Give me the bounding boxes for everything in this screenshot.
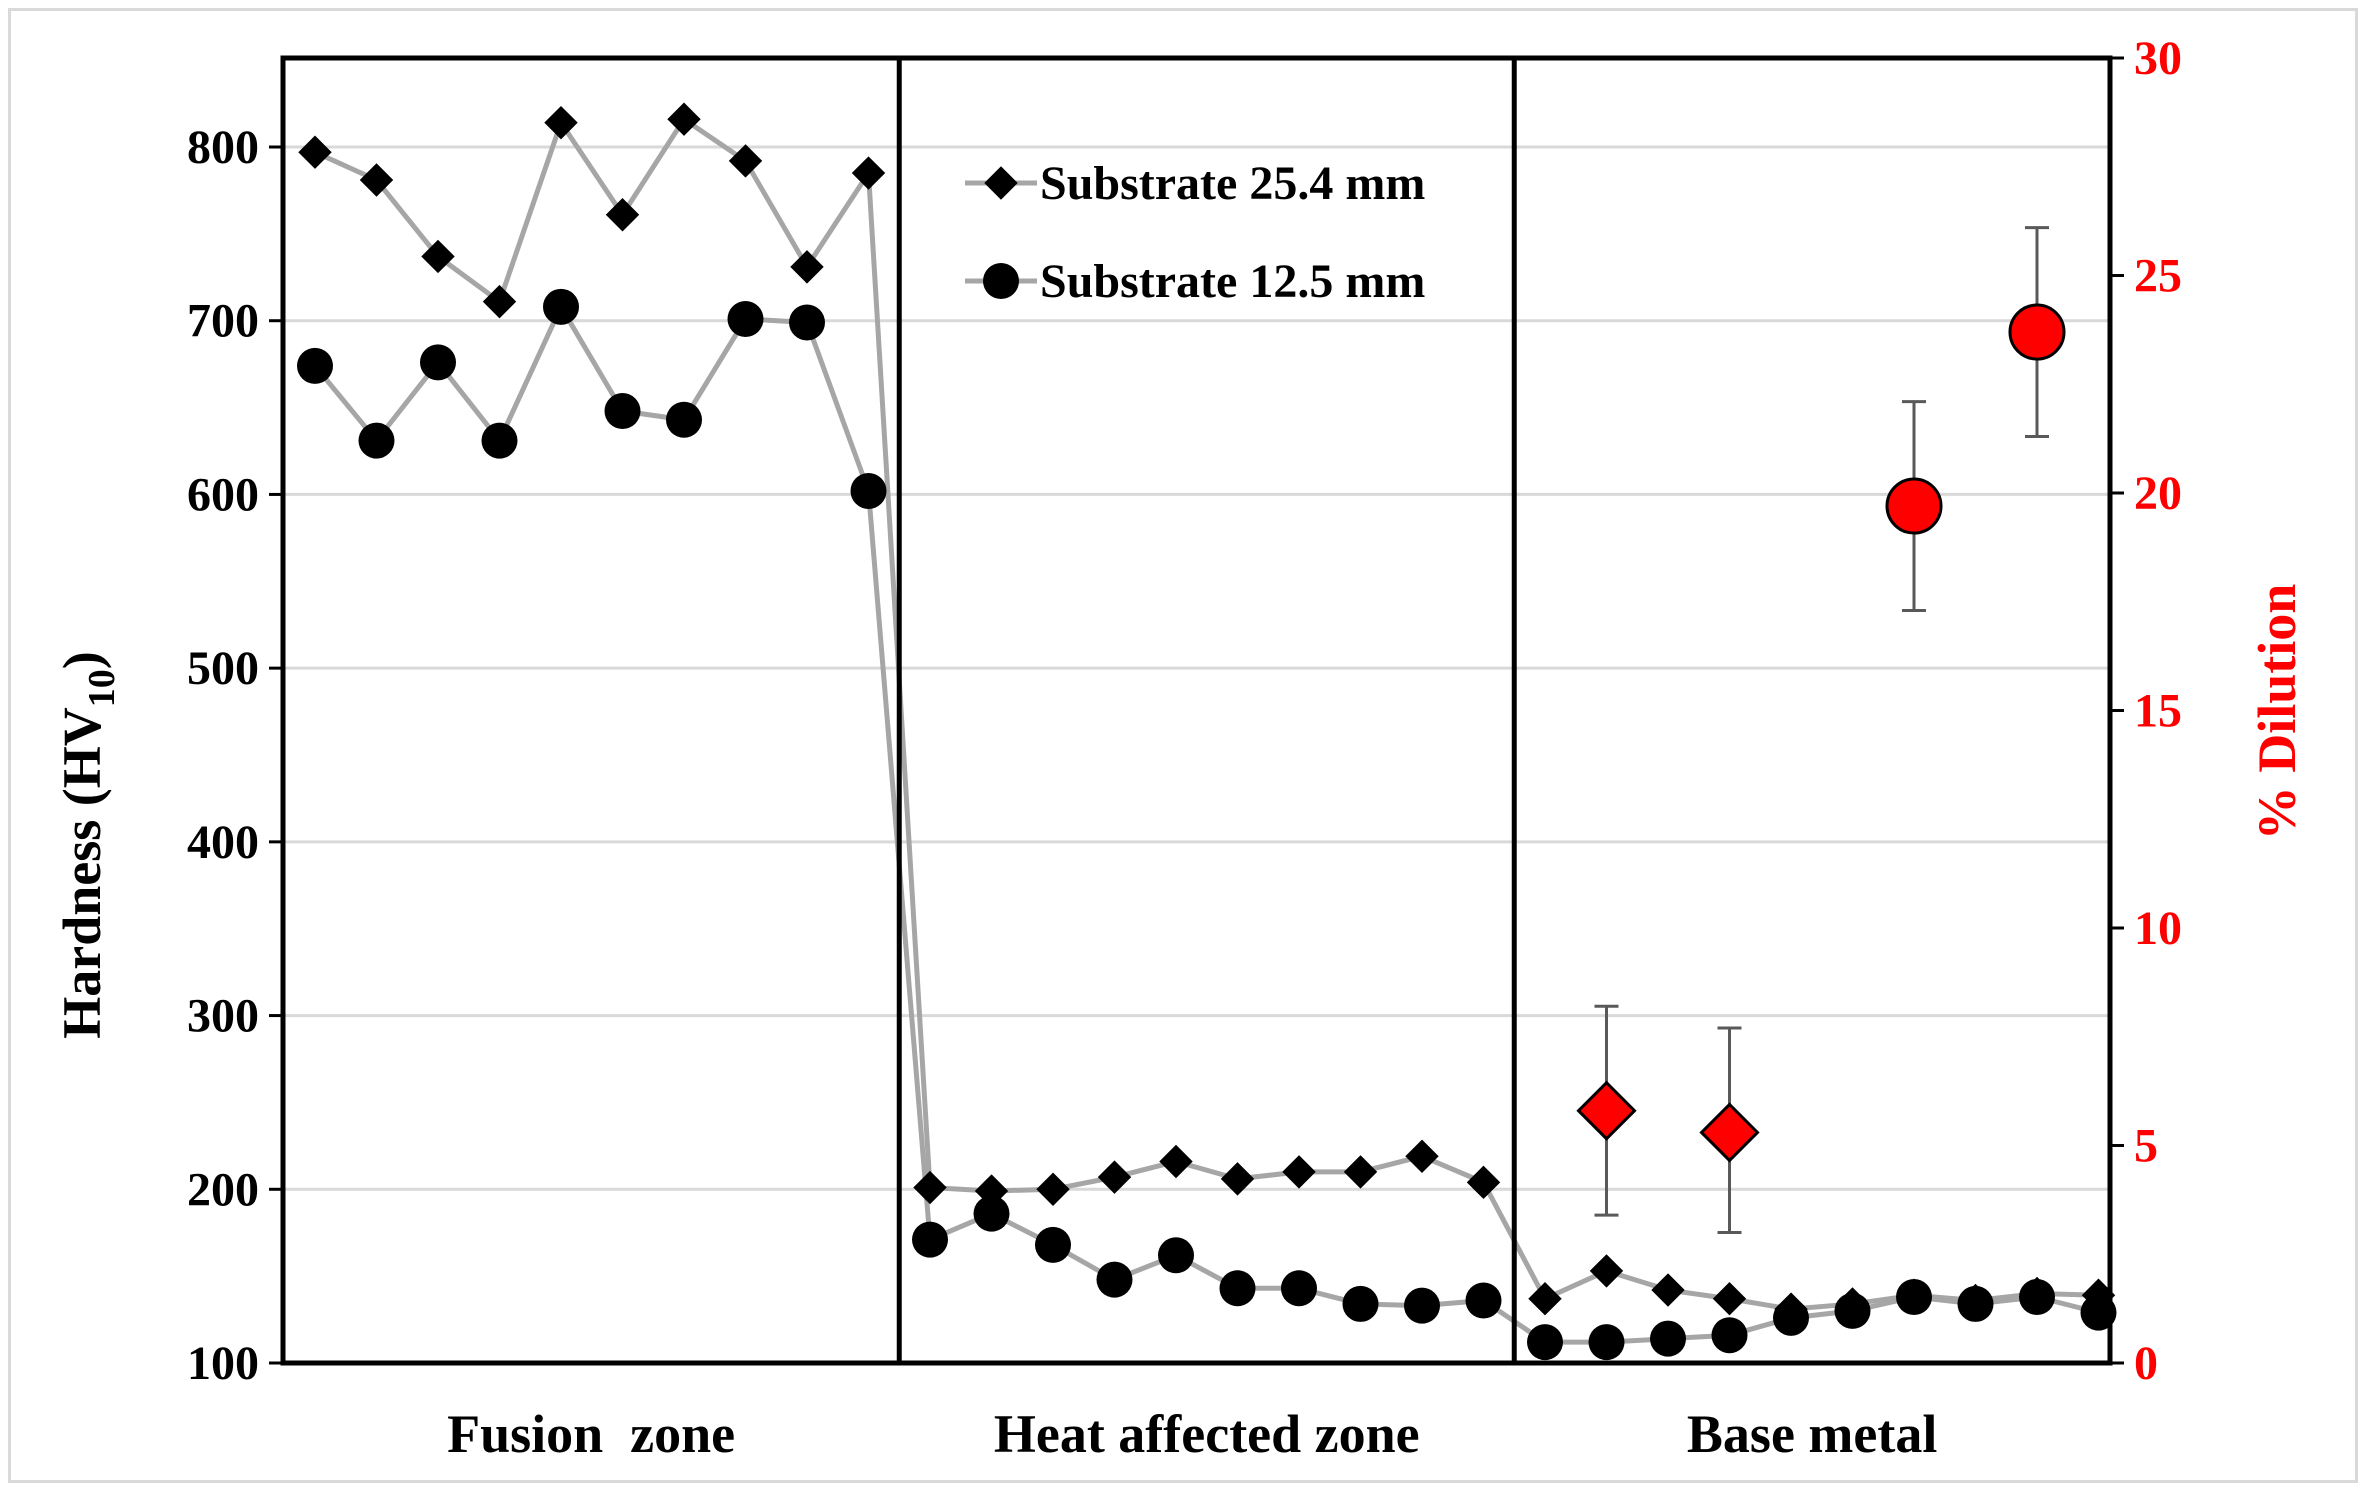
data-point-circle <box>358 422 395 459</box>
dilution-point-circle <box>1885 477 1943 535</box>
dilution-point-diamond <box>1576 1080 1637 1141</box>
data-point-circle <box>1096 1261 1133 1298</box>
data-point-diamond <box>421 239 455 274</box>
data-point-circle <box>850 472 887 509</box>
data-point-diamond <box>1528 1282 1562 1316</box>
dilution-point-circle <box>2008 303 2066 361</box>
data-point-circle <box>1035 1226 1071 1263</box>
data-point-circle <box>420 344 456 381</box>
zone-label: Base metal <box>1687 1404 1937 1464</box>
data-point-circle <box>481 422 518 459</box>
data-point-circle <box>789 304 825 341</box>
gridlines <box>283 145 2110 1191</box>
data-point-diamond <box>1343 1155 1378 1189</box>
data-point-diamond <box>544 105 578 140</box>
data-point-diamond <box>667 102 701 136</box>
data-point-circle <box>1957 1285 1994 1322</box>
y2-tick-label: 20 <box>2134 467 2182 520</box>
data-point-circle <box>1711 1317 1748 1354</box>
data-point-diamond <box>728 144 763 178</box>
zone-labels: Fusion zone Heat affected zone Base metal <box>447 1404 1937 1464</box>
legend-marker-diamond <box>984 166 1018 200</box>
data-point-circle <box>1281 1270 1317 1307</box>
y-axis-title-close: ) <box>52 651 112 669</box>
data-point-circle <box>1527 1324 1563 1361</box>
y-axis-title-subscript: 10 <box>81 669 123 707</box>
data-point-diamond <box>1712 1282 1747 1316</box>
y-tick-label: 200 <box>187 1163 259 1216</box>
data-point-diamond <box>1589 1254 1624 1288</box>
data-point-circle <box>1650 1320 1686 1357</box>
data-point-circle <box>1404 1287 1440 1324</box>
data-point-circle <box>666 401 702 438</box>
y-tick-label: 300 <box>187 990 259 1043</box>
legend-label: Substrate 12.5 mm <box>1040 255 1425 308</box>
left-axis-ticks: 100 200 300 400 500 600 700 800 <box>187 121 283 1390</box>
y2-tick-label: 10 <box>2134 902 2182 955</box>
legend: Substrate 25.4 mm Substrate 12.5 mm <box>965 157 1425 308</box>
y-tick-label: 700 <box>187 295 259 348</box>
data-point-diamond <box>298 135 332 169</box>
data-point-diamond <box>1220 1162 1255 1196</box>
y-axis-title: Hardness (HV10) <box>52 651 123 1039</box>
y2-tick-label: 30 <box>2134 32 2182 85</box>
data-point-diamond <box>482 284 517 319</box>
right-axis-ticks: 0 5 10 15 20 25 30 <box>2110 32 2182 1390</box>
data-point-diamond <box>913 1170 947 1205</box>
data-point-circle <box>543 288 579 325</box>
data-point-diamond <box>1651 1273 1685 1307</box>
data-point-diamond <box>1097 1160 1132 1194</box>
data-point-circle <box>2019 1278 2055 1315</box>
data-point-circle <box>1465 1282 1502 1319</box>
error-bars <box>1594 226 2049 1234</box>
data-point-circle <box>1158 1237 1194 1274</box>
y2-axis-title: % Dilution <box>2247 584 2307 841</box>
y2-tick-label: 15 <box>2134 685 2182 738</box>
data-point-circle <box>604 393 641 430</box>
legend-label: Substrate 25.4 mm <box>1040 157 1425 210</box>
legend-marker-circle <box>983 263 1019 299</box>
data-point-circle <box>1773 1299 1809 1336</box>
dilution-point-diamond <box>1699 1102 1760 1163</box>
zone-label: Heat affected zone <box>994 1404 1420 1464</box>
y2-tick-label: 25 <box>2134 250 2182 303</box>
data-point-diamond <box>359 163 394 197</box>
y-tick-label: 600 <box>187 468 259 521</box>
y-tick-label: 800 <box>187 121 259 174</box>
chart-frame <box>8 8 2358 1483</box>
data-point-circle <box>297 347 333 384</box>
data-point-circle <box>1896 1278 1932 1315</box>
data-point-circle <box>1219 1270 1256 1307</box>
series-line-2 <box>313 304 2100 1345</box>
data-point-diamond <box>1466 1165 1501 1200</box>
y-axis-title-main: Hardness (HV <box>52 707 112 1039</box>
data-point-circle <box>973 1195 1010 1232</box>
data-point-diamond <box>1282 1155 1316 1189</box>
data-point-diamond <box>605 198 640 232</box>
data-point-diamond <box>1405 1139 1439 1173</box>
zone-label: Fusion zone <box>447 1404 735 1464</box>
data-point-circle <box>727 300 764 337</box>
data-point-diamond <box>851 156 886 190</box>
data-point-circle <box>912 1221 948 1258</box>
data-point-diamond <box>1159 1144 1193 1179</box>
y-tick-label: 100 <box>187 1337 259 1390</box>
data-point-diamond <box>1036 1172 1070 1206</box>
data-point-circle <box>1588 1324 1625 1361</box>
y2-tick-label: 5 <box>2134 1120 2158 1173</box>
y-tick-label: 400 <box>187 816 259 869</box>
y-tick-label: 500 <box>187 642 259 695</box>
data-point-circle <box>1342 1285 1379 1322</box>
data-point-circle <box>1834 1292 1871 1329</box>
data-point-diamond <box>790 250 824 284</box>
y2-tick-label: 0 <box>2134 1337 2158 1390</box>
